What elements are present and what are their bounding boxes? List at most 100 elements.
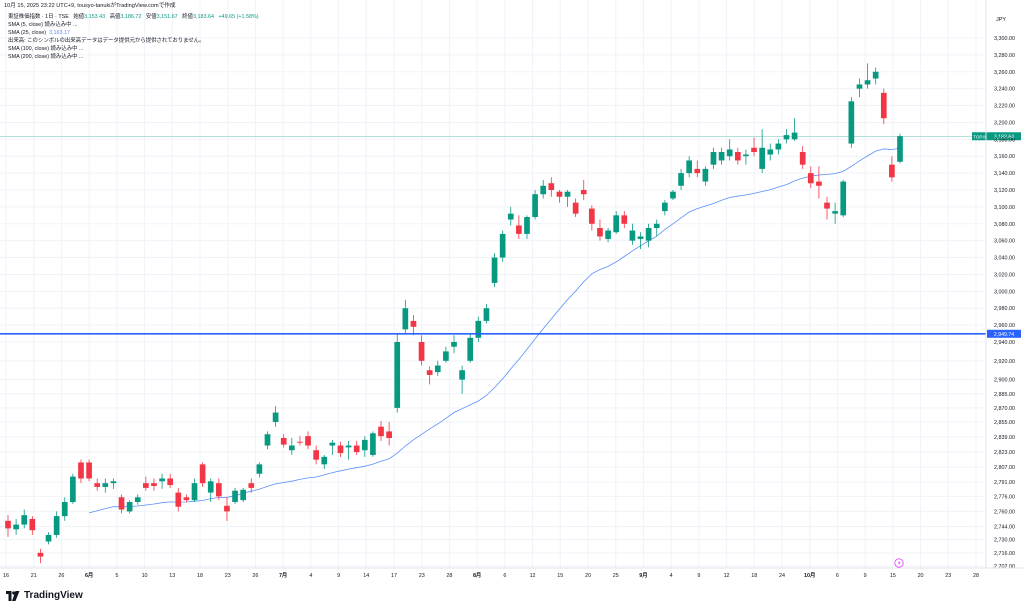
candle-body <box>264 434 271 446</box>
time-tick-label: 9 <box>697 573 700 579</box>
candle <box>378 421 384 441</box>
candle <box>337 441 344 457</box>
candle-body <box>402 308 409 330</box>
candle <box>256 462 263 478</box>
candle-body <box>232 490 238 502</box>
horizontal-line-price-tag <box>987 329 1021 338</box>
candle-body <box>637 236 644 239</box>
candle <box>637 232 644 250</box>
candle-body <box>645 228 652 241</box>
time-tick-label: 17 <box>391 573 397 579</box>
candle-body <box>321 456 328 465</box>
price-tick-label: 3,180.00 <box>994 137 1015 143</box>
candle-body <box>621 215 628 224</box>
candle <box>605 228 611 243</box>
time-tick-label: 20 <box>918 573 924 579</box>
candle <box>621 211 628 228</box>
change-value: +49.65 (+1.58%) <box>218 14 259 20</box>
candle <box>467 333 474 363</box>
candle-body <box>78 462 84 479</box>
candle-body <box>118 497 125 510</box>
open-value: 3,153.43 <box>84 14 106 20</box>
time-tick-label: 23 <box>419 573 425 579</box>
time-tick-label: 21 <box>31 573 37 579</box>
indicator-sma25[interactable]: SMA (25, close) 3,163.17 <box>8 30 71 36</box>
candle <box>70 473 76 504</box>
candle <box>386 422 392 446</box>
candle <box>418 335 425 366</box>
candle <box>321 454 328 470</box>
candle <box>126 500 133 514</box>
candle <box>686 156 693 178</box>
candle <box>459 365 465 394</box>
candle <box>345 440 352 460</box>
candle <box>491 253 498 288</box>
high-label: 高値 <box>109 14 121 20</box>
time-tick-label: 10 <box>142 573 148 579</box>
candle <box>507 206 514 226</box>
price-tick-label: 2,776.00 <box>994 494 1015 500</box>
candle-body <box>21 515 28 525</box>
candle-body <box>564 191 571 197</box>
candle-body <box>361 439 368 451</box>
time-tick-label: 23 <box>945 573 951 579</box>
candle <box>224 497 230 521</box>
sma-25-layer <box>88 147 901 514</box>
candle <box>240 487 247 502</box>
price-axis[interactable]: 2,702.00 2,716.00 2,730.00 2,744.00 2,760.00… <box>994 36 1015 570</box>
candle <box>613 211 620 234</box>
candle-body <box>288 445 295 451</box>
price-tick-label: 2,900.00 <box>994 378 1015 384</box>
candle-body <box>572 202 579 214</box>
candle-body <box>386 431 392 438</box>
candle-body <box>337 445 344 454</box>
price-tick-label: 3,000.00 <box>994 289 1015 295</box>
candle <box>670 190 676 201</box>
symbol-legend[interactable]: 東証株価指数 · 1日 · TSE 始値3,153.43 高値3,186.72 … <box>8 14 259 22</box>
candle-body <box>726 149 733 157</box>
candle <box>734 147 741 165</box>
price-tick-label: 2,744.00 <box>994 524 1015 530</box>
candle <box>288 438 295 455</box>
high-value: 3,186.72 <box>120 14 142 20</box>
candle <box>45 532 52 545</box>
candle <box>37 549 44 564</box>
candle-body <box>305 436 311 446</box>
candle-body <box>5 520 11 529</box>
candle-body <box>410 320 417 327</box>
candle-body <box>134 497 141 502</box>
indicator-volume[interactable]: 出来高: このシンボルの出来高データはデータ提供元から提供されておりません。 <box>8 38 205 44</box>
candle <box>629 223 636 245</box>
last-price-label: 3,183.64 <box>994 134 1014 140</box>
price-tick-label: 3,080.00 <box>994 222 1015 228</box>
sma-25-line <box>88 147 901 514</box>
candle-body <box>418 342 425 361</box>
candle <box>880 88 887 125</box>
brand-logo[interactable]: TradingView <box>6 590 83 601</box>
candle-body <box>297 441 303 443</box>
candle <box>443 346 449 363</box>
candle-body <box>694 168 701 174</box>
candle-body <box>629 230 636 241</box>
indicator-sma200[interactable]: SMA (200, close) 読み込み中 ... <box>8 54 84 60</box>
indicator-sma5[interactable]: SMA (5, close) 読み込み中 ... <box>8 22 78 28</box>
candle-body <box>678 173 684 186</box>
candle-body <box>605 230 611 239</box>
time-tick-label: 12 <box>724 573 730 579</box>
horizontal-line-price-label: 2,949.74 <box>994 332 1014 338</box>
sma25-value: 3,163.17 <box>49 30 71 36</box>
grid-layer <box>0 0 986 568</box>
indicator-sma100[interactable]: SMA (100, close) 読み込み中 ... <box>8 46 84 52</box>
time-tick-label: 14 <box>363 573 369 579</box>
candle-body <box>889 164 895 178</box>
time-axis[interactable]: 16 21 26 6月 5 10 13 18 23 26 7月 4 9 14 17 23 28 8月 6 12 15 20… <box>3 571 979 579</box>
symbol-name: 東証株価指数 · 1日 · TSE <box>8 14 69 20</box>
price-tick-label: 3,300.00 <box>994 36 1015 42</box>
lightning-icon[interactable] <box>894 558 904 568</box>
candle <box>897 133 903 164</box>
time-tick-label: 4 <box>670 573 673 579</box>
candle <box>589 205 595 231</box>
time-tick-label: 4 <box>309 573 312 579</box>
candle <box>580 179 587 201</box>
